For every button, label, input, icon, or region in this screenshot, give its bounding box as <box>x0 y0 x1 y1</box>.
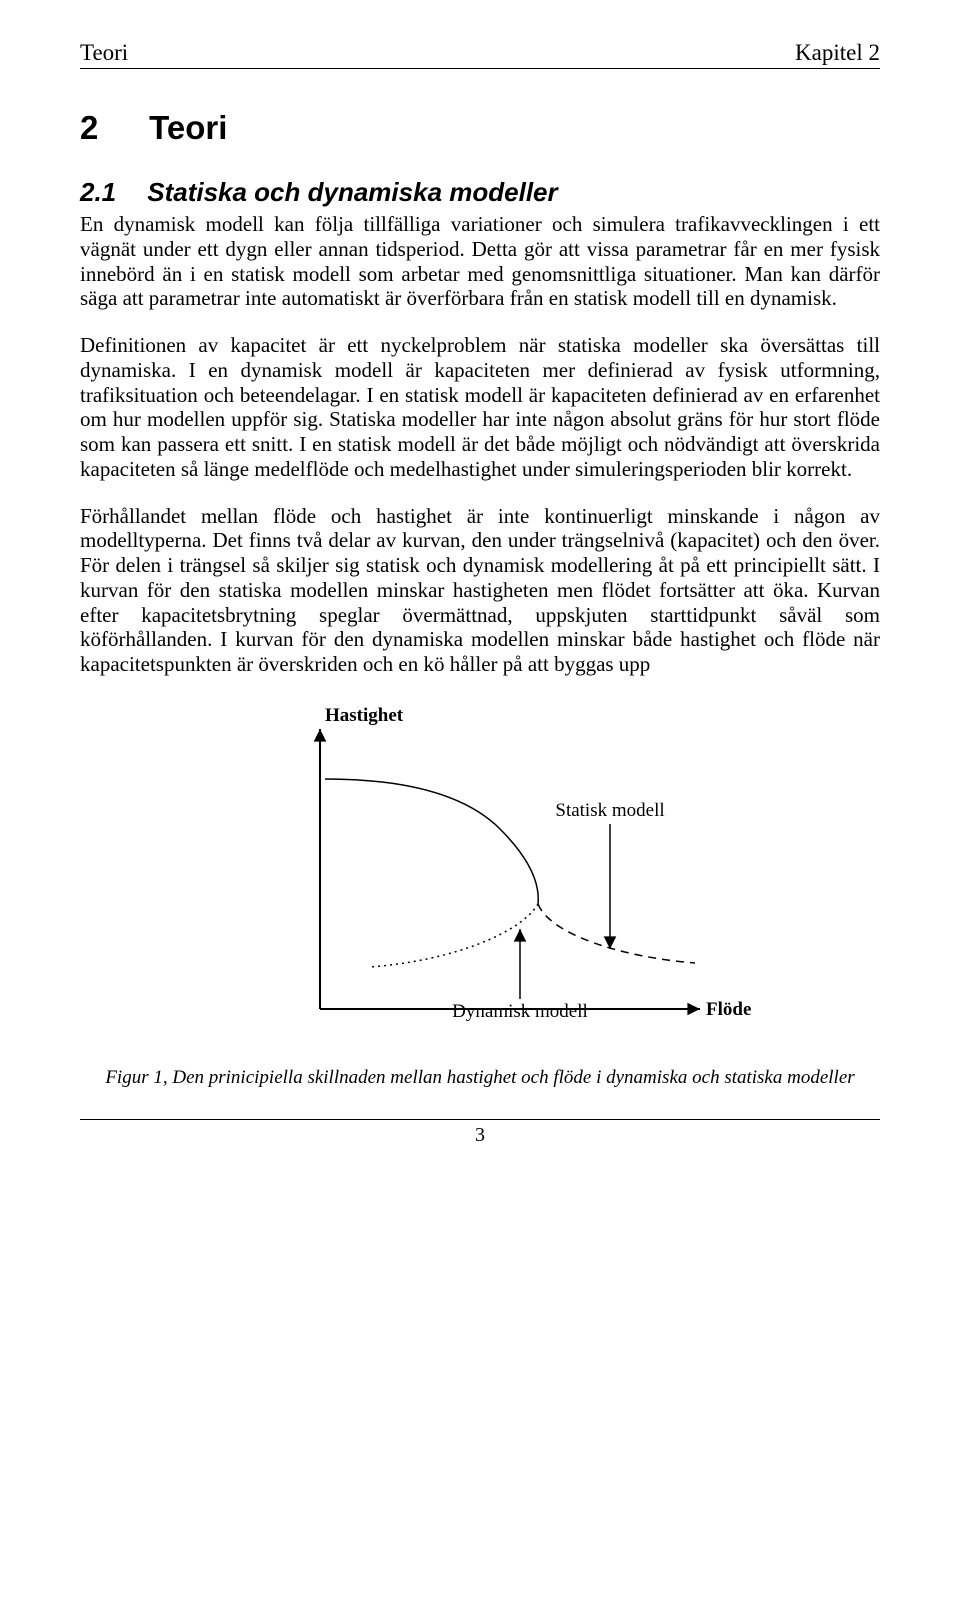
paragraph-2: Definitionen av kapacitet är ett nyckelp… <box>80 333 880 482</box>
section-name: Statiska och dynamiska modeller <box>147 177 557 207</box>
chapter-number: 2 <box>80 109 140 147</box>
figure-caption: Figur 1, Den prinicipiella skillnaden me… <box>105 1067 854 1089</box>
section-number: 2.1 <box>80 177 140 208</box>
paragraph-1: En dynamisk modell kan följa tillfälliga… <box>80 212 880 311</box>
page-number: 3 <box>80 1119 880 1147</box>
svg-text:Hastighet: Hastighet <box>325 705 404 726</box>
header-right: Kapitel 2 <box>795 40 880 66</box>
paragraph-3: Förhållandet mellan flöde och hastighet … <box>80 504 880 677</box>
svg-text:Dynamisk modell: Dynamisk modell <box>452 1001 588 1022</box>
chapter-name: Teori <box>149 109 227 146</box>
chapter-title: 2 Teori <box>80 109 880 147</box>
speed-flow-diagram: Hastighet Flöde Statisk modell Dynamisk mod… <box>200 699 760 1059</box>
figure-1: Hastighet Flöde Statisk modell Dynamisk mod… <box>80 699 880 1089</box>
svg-text:Statisk modell: Statisk modell <box>555 800 664 821</box>
header-left: Teori <box>80 40 128 66</box>
section-title: 2.1 Statiska och dynamiska modeller <box>80 177 880 208</box>
svg-text:Flöde: Flöde <box>706 999 751 1020</box>
page-header: Teori Kapitel 2 <box>80 40 880 69</box>
